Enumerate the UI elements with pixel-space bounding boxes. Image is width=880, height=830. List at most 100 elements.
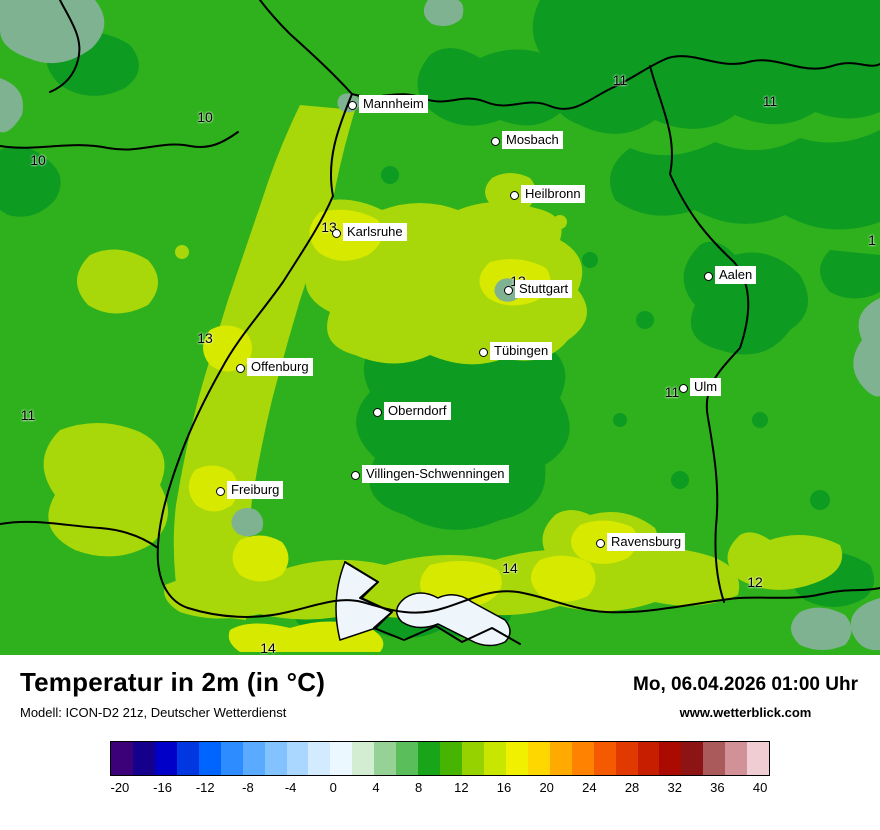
legend-ticks: -20 -16 -12 -8 -4 0 4 8 12 16 20 24 28 32 36 40 bbox=[110, 780, 770, 798]
legend-tick-label: 28 bbox=[624, 780, 640, 795]
city-dot bbox=[510, 191, 519, 200]
legend-color-segment bbox=[505, 742, 528, 775]
legend-tick-label: 12 bbox=[454, 780, 469, 795]
footer-right: Mo, 06.04.2026 01:00 Uhr www.wetterblick… bbox=[633, 667, 860, 720]
legend-color-segment bbox=[593, 742, 616, 775]
city-label: Tübingen bbox=[490, 342, 553, 360]
legend-color-segment bbox=[747, 742, 770, 775]
legend-tick-label: 40 bbox=[752, 780, 768, 795]
city-label: Freiburg bbox=[227, 481, 284, 499]
temperature-value-label: 11 bbox=[20, 407, 36, 423]
temperature-value-label: 11 bbox=[664, 384, 680, 400]
city-markers-layer: Mannheim Mosbach Heilbronn Karlsruhe Stuttga… bbox=[216, 95, 757, 551]
city-label: Karlsruhe bbox=[343, 223, 407, 241]
legend-color-segment bbox=[659, 742, 682, 775]
city-dot bbox=[236, 364, 245, 373]
city-dot bbox=[348, 101, 357, 110]
temperature-value-label: 12 bbox=[747, 574, 763, 590]
region-gray-terrain bbox=[0, 0, 880, 651]
legend-color-segment bbox=[374, 742, 397, 775]
footer-left: Temperatur in 2m (in °C) Modell: ICON-D2… bbox=[20, 667, 325, 720]
temperature-value-label: 14 bbox=[260, 640, 276, 655]
legend-color-segment bbox=[264, 742, 287, 775]
temperature-value-label: 1 bbox=[868, 232, 876, 248]
temperature-value-label: 11 bbox=[612, 72, 628, 88]
legend-tick-label: -8 bbox=[242, 780, 254, 795]
legend-tick-label: 8 bbox=[415, 780, 423, 795]
legend-tick-label: -4 bbox=[284, 780, 297, 795]
city-dot bbox=[504, 286, 513, 295]
city-dot bbox=[216, 487, 225, 496]
city-label: Ulm bbox=[690, 378, 722, 396]
city-label: Heilbronn bbox=[521, 185, 585, 203]
city-label: Oberndorf bbox=[384, 402, 451, 420]
legend-color-segment bbox=[198, 742, 221, 775]
legend-tick-label: 20 bbox=[539, 780, 554, 795]
legend-tick-label: -12 bbox=[195, 780, 215, 795]
city-dot bbox=[491, 137, 500, 146]
legend-color-segment bbox=[549, 742, 572, 775]
map-title: Temperatur in 2m (in °C) bbox=[20, 667, 326, 697]
city-dot bbox=[373, 408, 382, 417]
city-label: Mannheim bbox=[359, 95, 428, 113]
legend-color-segment bbox=[220, 742, 243, 775]
temperature-legend: -20 -16 -12 -8 -4 0 4 8 12 16 20 24 28 32 36 40 bbox=[110, 741, 770, 798]
city-dot bbox=[332, 229, 341, 238]
city-label: Stuttgart bbox=[515, 280, 573, 298]
legend-color-segment bbox=[681, 742, 704, 775]
legend-color-segment bbox=[396, 742, 419, 775]
legend-color-segment bbox=[615, 742, 638, 775]
legend-tick-label: 0 bbox=[329, 780, 337, 795]
legend-color-segment bbox=[242, 742, 265, 775]
city-label: Ravensburg bbox=[607, 533, 686, 551]
city-label: Villingen-Schwenningen bbox=[362, 465, 509, 483]
border-lines bbox=[0, 0, 880, 645]
region-dark-green bbox=[0, 0, 880, 640]
legend-color-segment bbox=[308, 742, 331, 775]
forecast-datetime: Mo, 06.04.2026 01:00 Uhr bbox=[633, 674, 858, 695]
legend-tick-label: 32 bbox=[667, 780, 682, 795]
legend-color-segment bbox=[483, 742, 506, 775]
legend-tick-label: 36 bbox=[710, 780, 725, 795]
footer-header: Temperatur in 2m (in °C) Modell: ICON-D2… bbox=[20, 667, 860, 720]
legend-color-segment bbox=[703, 742, 726, 775]
legend-colorbar bbox=[110, 741, 770, 776]
model-info: Modell: ICON-D2 21z, Deutscher Wetterdie… bbox=[20, 705, 287, 720]
legend-color-segment bbox=[286, 742, 309, 775]
legend-color-segment bbox=[418, 742, 441, 775]
legend-color-segment bbox=[352, 742, 375, 775]
website-label: www.wetterblick.com bbox=[679, 705, 812, 720]
temperature-value-label: 14 bbox=[502, 560, 518, 576]
city-dot bbox=[704, 272, 713, 281]
legend-color-segment bbox=[440, 742, 462, 775]
legend-tick-label: 16 bbox=[496, 780, 512, 795]
legend-tick-label: 4 bbox=[372, 780, 380, 795]
city-dot bbox=[596, 539, 605, 548]
legend-tick-label: -20 bbox=[110, 780, 130, 795]
legend-color-segment bbox=[462, 742, 484, 775]
legend-color-segment bbox=[154, 742, 177, 775]
legend-color-segment bbox=[330, 742, 353, 775]
legend-color-segment bbox=[637, 742, 660, 775]
legend-color-segment bbox=[176, 742, 199, 775]
city-label: Aalen bbox=[715, 266, 757, 284]
legend-tick-label: -16 bbox=[153, 780, 172, 795]
temperature-value-label: 13 bbox=[197, 330, 213, 346]
legend-color-segment bbox=[571, 742, 594, 775]
legend-color-segment bbox=[111, 742, 133, 775]
city-dot bbox=[679, 384, 688, 393]
city-label: Mosbach bbox=[502, 131, 563, 149]
city-dot bbox=[479, 348, 488, 357]
map-area: 1010111111313131111141214 MannheimMosbac… bbox=[0, 0, 880, 655]
footer: Temperatur in 2m (in °C) Modell: ICON-D2… bbox=[0, 655, 880, 830]
legend-color-segment bbox=[132, 742, 155, 775]
legend-tick-label: 24 bbox=[582, 780, 597, 795]
legend-color-segment bbox=[527, 742, 550, 775]
city-label: Offenburg bbox=[247, 358, 313, 376]
temperature-value-label: 11 bbox=[762, 93, 778, 109]
temperature-value-label: 10 bbox=[197, 109, 213, 125]
temperature-value-label: 10 bbox=[30, 152, 46, 168]
city-dot bbox=[351, 471, 360, 480]
legend-color-segment bbox=[725, 742, 748, 775]
